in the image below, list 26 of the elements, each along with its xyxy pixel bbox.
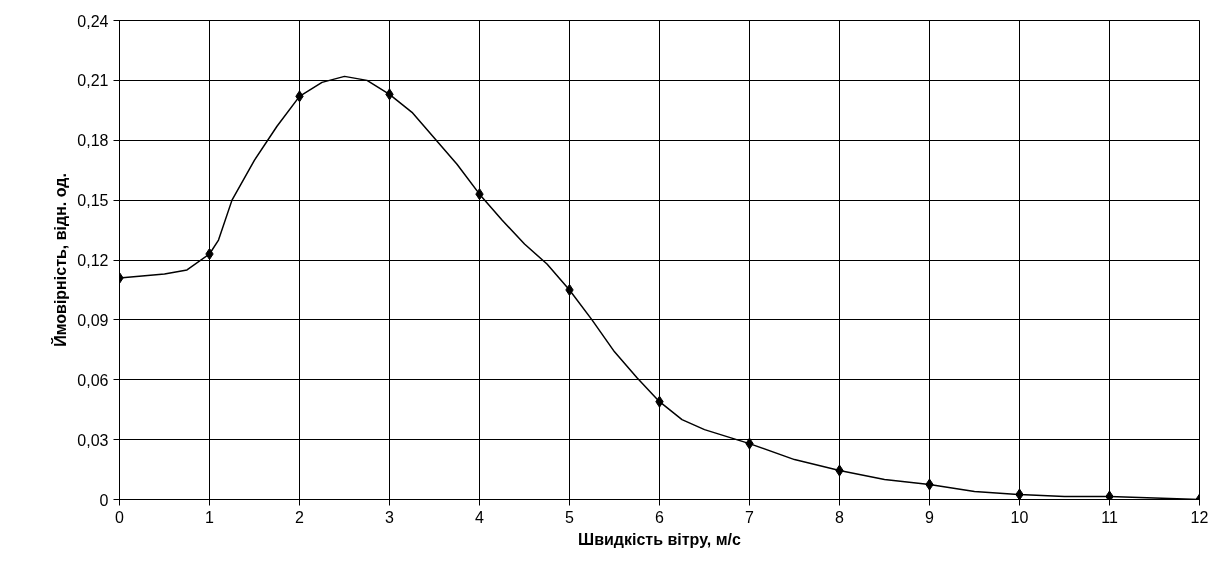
y-tick-label: 0,06 [77, 371, 109, 389]
y-tick-label: 0,09 [77, 311, 109, 329]
x-tick-label: 12 [1190, 508, 1209, 526]
x-tick-label: 4 [475, 508, 485, 526]
x-tick-label: 6 [655, 508, 665, 526]
x-tick-label: 10 [1010, 508, 1029, 526]
y-tick-label: 0,15 [77, 192, 109, 210]
x-axis-title: Швидкість вітру, м/с [578, 530, 742, 548]
x-tick-label: 3 [385, 508, 395, 526]
x-tick-label: 2 [295, 508, 305, 526]
point [1015, 488, 1024, 500]
y-tick-label: 0,12 [77, 252, 109, 269]
x-tick-label: 5 [565, 508, 575, 526]
y-tick-label: 0,03 [77, 431, 109, 449]
y-tick-label: 0 [99, 491, 109, 509]
x-tick-label: 9 [925, 508, 935, 526]
y-tick-label: 0,18 [77, 132, 109, 150]
y-axis-title: Ймовірність, відн. од. [51, 173, 70, 347]
x-tick-label: 11 [1101, 508, 1118, 526]
y-tick-label: 0,24 [77, 12, 109, 30]
y-tick-label: 0,21 [77, 72, 109, 90]
point [1105, 490, 1114, 500]
x-tick-label: 0 [115, 508, 125, 526]
x-tick-label: 1 [205, 508, 215, 526]
x-tick-label: 7 [745, 508, 755, 526]
x-tick-label: 8 [835, 508, 845, 526]
